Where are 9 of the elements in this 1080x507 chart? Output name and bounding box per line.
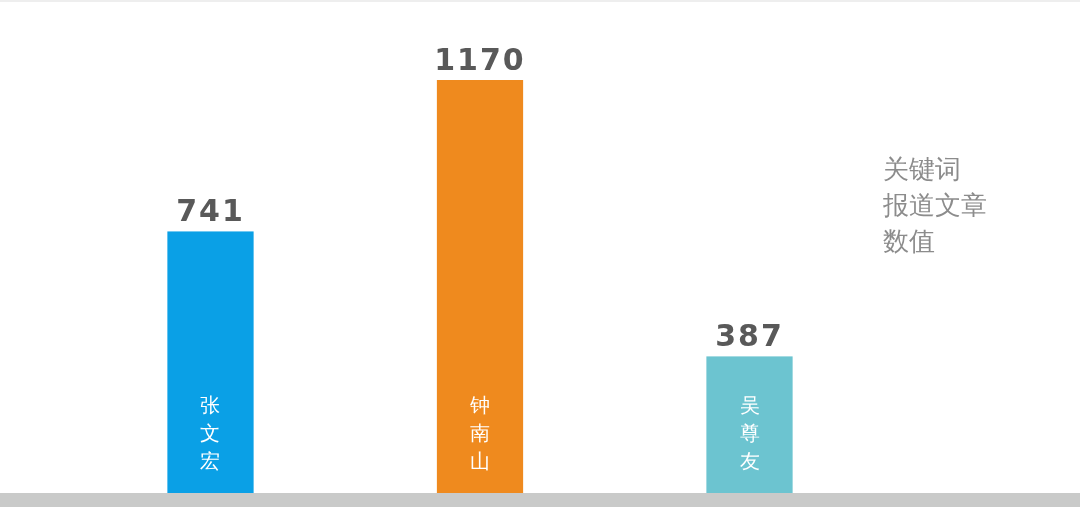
data-label: 1170: [434, 42, 526, 77]
annotation: 数值: [883, 226, 935, 256]
annotation: 关键词: [883, 154, 961, 184]
x-tick-label: 张文宏: [200, 393, 221, 473]
x-tick-label: 钟南山: [469, 393, 490, 473]
data-label: 741: [176, 193, 245, 229]
annotation: 报道文章: [882, 190, 987, 220]
data-label: 387: [715, 318, 784, 354]
x-tick-label: 吴尊友: [739, 393, 760, 473]
